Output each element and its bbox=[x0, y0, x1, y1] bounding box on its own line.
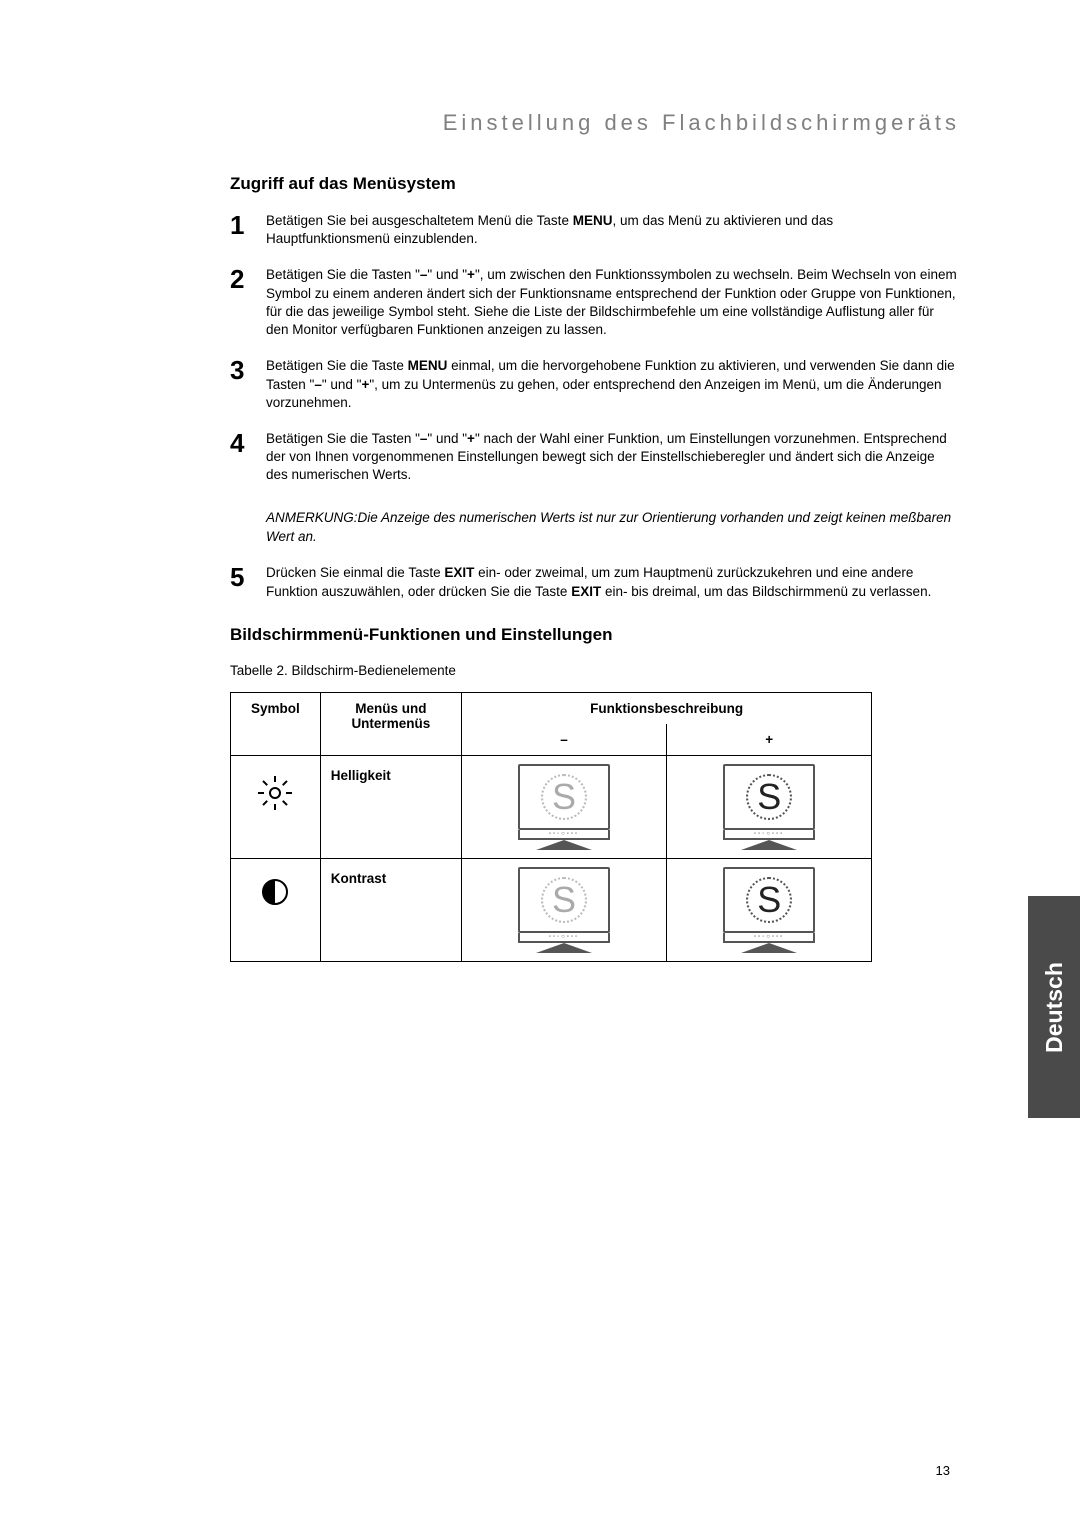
symbol-cell bbox=[231, 755, 321, 858]
step-num: 4 bbox=[230, 430, 266, 485]
note-label: ANMERKUNG: bbox=[266, 510, 358, 525]
th-func: Funktionsbeschreibung bbox=[461, 692, 872, 724]
step-text: Drücken Sie einmal die Taste EXIT ein- o… bbox=[266, 564, 960, 600]
th-menus: Menüs und Untermenüs bbox=[320, 692, 461, 755]
step-4: 4 Betätigen Sie die Tasten "–" und "+" n… bbox=[230, 430, 960, 485]
section-title: Einstellung des Flachbildschirmgeräts bbox=[230, 110, 960, 136]
th-minus: – bbox=[461, 724, 666, 756]
monitor-icon: S▫▫◦○▫▫▫ bbox=[518, 926, 610, 941]
symbol-cell bbox=[231, 858, 321, 961]
menu-cell: Helligkeit bbox=[320, 755, 461, 858]
menu-access-heading: Zugriff auf das Menüsystem bbox=[230, 174, 960, 194]
table-row: Kontrast S▫▫◦○▫▫▫ S▫▫◦○▫▫▫ bbox=[231, 858, 872, 961]
th-symbol: Symbol bbox=[231, 692, 321, 755]
language-tab: Deutsch bbox=[1028, 896, 1080, 1118]
step-num: 3 bbox=[230, 357, 266, 412]
th-plus: + bbox=[667, 724, 872, 756]
step-num: 1 bbox=[230, 212, 266, 248]
step-num: 2 bbox=[230, 266, 266, 339]
func-plus-cell: S▫▫◦○▫▫▫ bbox=[667, 755, 872, 858]
step-1: 1 Betätigen Sie bei ausgeschaltetem Menü… bbox=[230, 212, 960, 248]
step-3: 3 Betätigen Sie die Taste MENU einmal, u… bbox=[230, 357, 960, 412]
monitor-icon: S▫▫◦○▫▫▫ bbox=[723, 926, 815, 941]
step-list: 1 Betätigen Sie bei ausgeschaltetem Menü… bbox=[230, 212, 960, 485]
functions-heading: Bildschirmmenü-Funktionen und Einstellun… bbox=[230, 625, 960, 645]
step-text: Betätigen Sie die Tasten "–" und "+" nac… bbox=[266, 430, 960, 485]
func-plus-cell: S▫▫◦○▫▫▫ bbox=[667, 858, 872, 961]
language-tab-label: Deutsch bbox=[1041, 962, 1068, 1053]
step-2: 2 Betätigen Sie die Tasten "–" und "+", … bbox=[230, 266, 960, 339]
contrast-icon bbox=[262, 879, 288, 905]
step-text: Betätigen Sie die Tasten "–" und "+", um… bbox=[266, 266, 960, 339]
monitor-icon: S▫▫◦○▫▫▫ bbox=[723, 823, 815, 838]
step-list-2: 5 Drücken Sie einmal die Taste EXIT ein-… bbox=[230, 564, 960, 600]
controls-table: Symbol Menüs und Untermenüs Funktionsbes… bbox=[230, 692, 872, 962]
monitor-icon: S▫▫◦○▫▫▫ bbox=[518, 823, 610, 838]
table-row: Helligkeit S▫▫◦○▫▫▫ S▫▫◦○▫▫▫ bbox=[231, 755, 872, 858]
table-caption: Tabelle 2. Bildschirm-Bedienelemente bbox=[230, 663, 960, 678]
menu-cell: Kontrast bbox=[320, 858, 461, 961]
page-number: 13 bbox=[936, 1463, 950, 1478]
step-text: Betätigen Sie die Taste MENU einmal, um … bbox=[266, 357, 960, 412]
note: ANMERKUNG:Die Anzeige des numerischen We… bbox=[266, 509, 960, 547]
step-num: 5 bbox=[230, 564, 266, 600]
table-header-row: Symbol Menüs und Untermenüs Funktionsbes… bbox=[231, 692, 872, 724]
step-text: Betätigen Sie bei ausgeschaltetem Menü d… bbox=[266, 212, 960, 248]
note-text: Die Anzeige des numerischen Werts ist nu… bbox=[266, 510, 951, 544]
func-minus-cell: S▫▫◦○▫▫▫ bbox=[461, 858, 666, 961]
func-minus-cell: S▫▫◦○▫▫▫ bbox=[461, 755, 666, 858]
brightness-icon bbox=[258, 776, 292, 810]
step-5: 5 Drücken Sie einmal die Taste EXIT ein-… bbox=[230, 564, 960, 600]
